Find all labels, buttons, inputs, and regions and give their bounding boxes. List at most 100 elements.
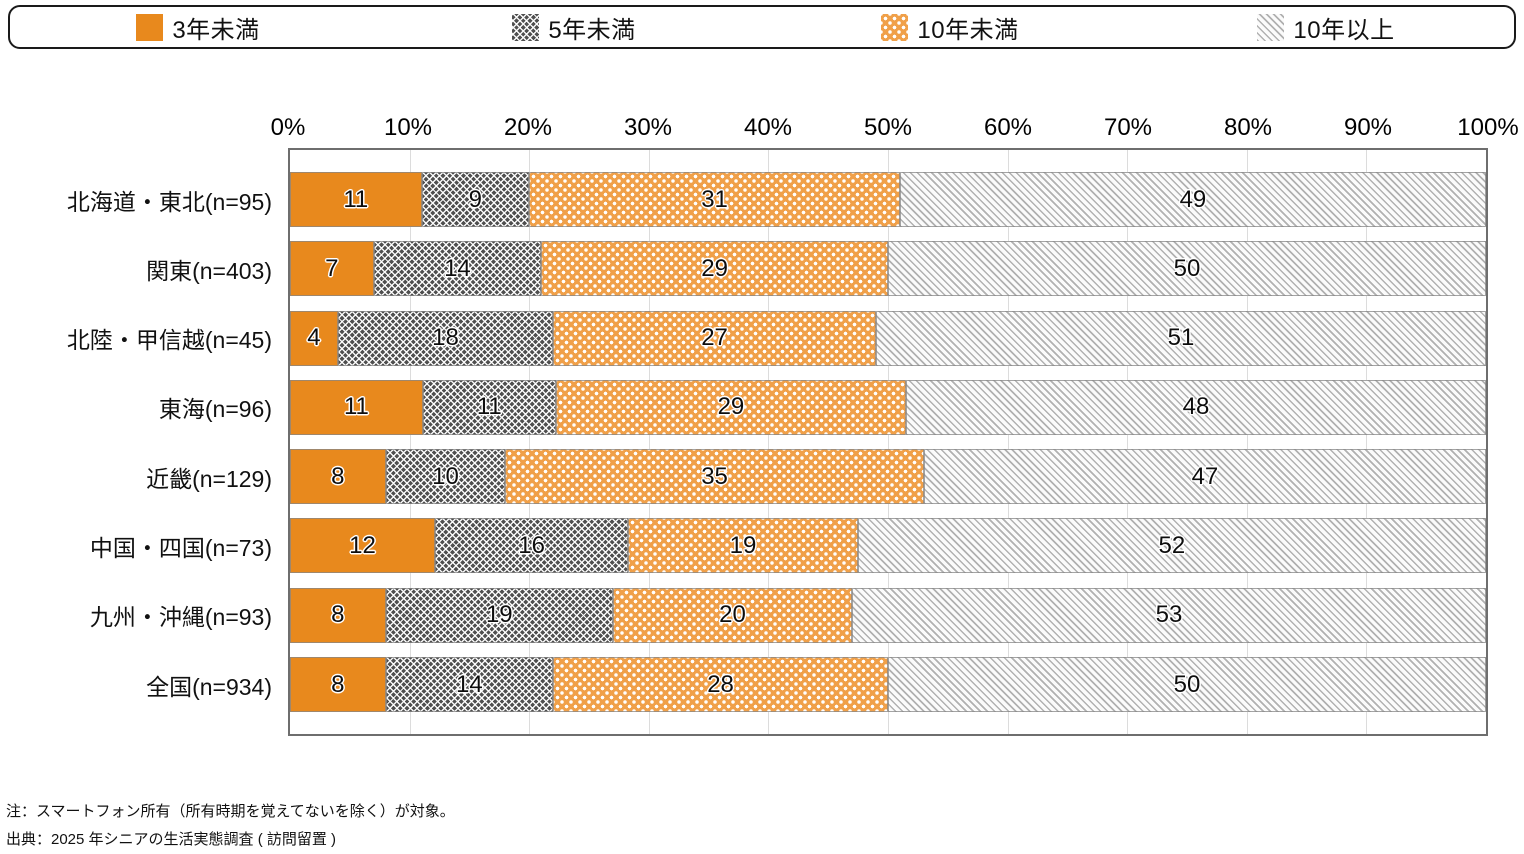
bar-row: 4 18 27 51 <box>290 310 1486 366</box>
bar-value-label: 29 <box>717 393 745 421</box>
legend-item-under-3-years: 3年未満 <box>10 10 386 45</box>
bar-value-label: 51 <box>1167 324 1195 352</box>
x-tick-label: 60% <box>983 114 1033 141</box>
bar-segment: 29 <box>541 241 888 297</box>
category-label: 北陸・甲信越(n=45) <box>66 327 272 354</box>
bar-segment: 28 <box>553 657 888 713</box>
bar-value-label: 31 <box>701 185 728 213</box>
bar-value-label: 14 <box>444 254 471 282</box>
bar-segment: 18 <box>337 310 554 366</box>
x-tick-label: 0% <box>270 114 306 141</box>
x-tick-label: 10% <box>383 114 433 141</box>
bar-value-label: 7 <box>325 254 339 282</box>
note-line: 注：スマートフォン所有（所有時期を覚えてないを除く）が対象。 <box>6 803 455 820</box>
solid-orange-swatch-icon <box>136 13 164 41</box>
bar-segment: 52 <box>857 518 1486 574</box>
gridline <box>648 150 650 734</box>
bar-value-label: 16 <box>518 531 545 559</box>
bar-segment: 4 <box>290 310 338 366</box>
bar-value-label: 12 <box>349 531 376 559</box>
legend-item-under-10-years: 10年未満 <box>762 10 1138 45</box>
plot-area: 11 9 31 49 7 14 29 50 4 18 27 51 11 11 29 48 8 10 35 47 12 16… <box>288 148 1488 736</box>
bar-segment: 14 <box>373 241 542 297</box>
dotted-orange-swatch-icon <box>881 13 909 41</box>
x-tick-label: 20% <box>503 114 553 141</box>
bar-row: 12 16 19 52 <box>290 518 1486 574</box>
bar-value-label: 49 <box>1179 185 1207 213</box>
bar-value-label: 27 <box>701 324 728 352</box>
footnotes: 注：スマートフォン所有（所有時期を覚えてないを除く）が対象。 出典：2025 年… <box>6 798 455 854</box>
bar-value-label: 29 <box>701 254 728 282</box>
bar-value-label: 4 <box>307 324 321 352</box>
bar-segment: 53 <box>852 587 1486 643</box>
bar-row: 8 19 20 53 <box>290 587 1486 643</box>
bar-segment: 31 <box>529 172 900 227</box>
gridline <box>409 150 411 734</box>
bar-segment: 12 <box>290 518 435 574</box>
bar-value-label: 50 <box>1173 670 1201 698</box>
bar-value-label: 35 <box>701 462 728 490</box>
bar-value-label: 52 <box>1158 531 1186 559</box>
legend-item-label: 3年未満 <box>172 16 260 44</box>
bar-row: 11 9 31 49 <box>290 172 1486 227</box>
bar-segment: 8 <box>290 449 386 505</box>
gridline <box>768 150 770 734</box>
x-tick-label: 30% <box>623 114 673 141</box>
bar-value-label: 48 <box>1182 393 1210 421</box>
x-tick-label: 80% <box>1223 114 1273 141</box>
bar-value-label: 10 <box>432 462 459 490</box>
bar-segment: 16 <box>434 518 629 574</box>
x-axis: 0% 10% 20% 30% 40% 50% 60% 70% 80% 90% 100% <box>271 110 1519 142</box>
category-label: 近畿(n=129) <box>146 465 272 492</box>
crosshatch-swatch-icon <box>512 13 540 41</box>
bar-row: 8 14 28 50 <box>290 657 1486 713</box>
x-tick-label: 40% <box>743 114 793 141</box>
bar-row: 7 14 29 50 <box>290 241 1486 297</box>
gridline <box>1007 150 1009 734</box>
bar-segment: 8 <box>290 587 386 643</box>
bar-value-label: 53 <box>1155 601 1183 629</box>
category-label: 中国・四国(n=73) <box>89 534 272 561</box>
bar-row: 11 11 29 48 <box>290 379 1486 435</box>
bar-value-label: 28 <box>707 670 734 698</box>
bar-segment: 11 <box>290 379 423 435</box>
bar-segment: 47 <box>923 449 1486 505</box>
bar-value-label: 18 <box>432 324 459 352</box>
bar-segment: 50 <box>887 241 1486 297</box>
x-tick-label: 100% <box>1457 114 1519 141</box>
legend: 3年未満 5年未満 10年未満 10年以上 <box>8 5 1516 49</box>
bar-value-label: 20 <box>719 601 746 629</box>
bar-row: 8 10 35 47 <box>290 449 1486 505</box>
bar-value-label: 11 <box>343 393 369 421</box>
bar-segment: 9 <box>421 172 530 227</box>
legend-item-label: 10年未満 <box>917 16 1019 44</box>
bar-segment: 19 <box>628 518 858 574</box>
bar-value-label: 50 <box>1173 254 1201 282</box>
bar-segment: 29 <box>555 379 907 435</box>
bar-segment: 51 <box>876 310 1486 366</box>
bar-segment: 20 <box>612 587 853 643</box>
bar-value-label: 8 <box>331 601 345 629</box>
legend-item-label: 5年未満 <box>548 16 636 44</box>
legend-item-under-5-years: 5年未満 <box>386 10 762 45</box>
gridline <box>1127 150 1129 734</box>
bar-segment: 11 <box>422 379 556 435</box>
bar-segment: 19 <box>385 587 613 643</box>
x-tick-label: 70% <box>1103 114 1153 141</box>
bar-segment: 27 <box>553 310 876 366</box>
bar-value-label: 11 <box>476 393 502 421</box>
bar-segment: 35 <box>505 449 924 505</box>
bar-segment: 48 <box>906 379 1486 435</box>
gridline <box>1246 150 1248 734</box>
x-tick-label: 50% <box>863 114 913 141</box>
bar-segment: 11 <box>290 172 422 227</box>
bar-value-label: 47 <box>1191 462 1219 490</box>
category-label: 関東(n=403) <box>146 257 272 284</box>
bar-segment: 14 <box>385 657 554 713</box>
gridline <box>529 150 531 734</box>
legend-item-label: 10年以上 <box>1293 16 1395 44</box>
source-line: 出典：2025 年シニアの生活実態調査 ( 訪問留置 ) <box>6 831 337 848</box>
bar-value-label: 11 <box>343 185 369 213</box>
category-label: 北海道・東北(n=95) <box>66 188 272 215</box>
x-tick-label: 90% <box>1343 114 1393 141</box>
